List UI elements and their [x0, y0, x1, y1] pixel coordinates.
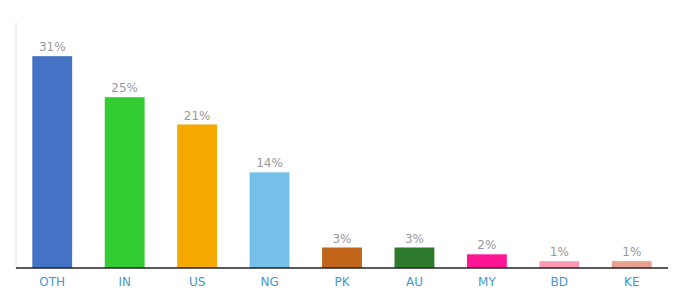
y-axis-line — [16, 22, 17, 268]
bar — [322, 248, 362, 269]
bars — [32, 56, 651, 268]
bar — [105, 97, 145, 268]
x-tick-label: PK — [334, 275, 350, 289]
chart-container: 31% 25% 21% 14% 3% 3% 2% 1% 1% OTH IN US NG PK AU MY BD K… — [0, 0, 680, 300]
x-tick-label: BD — [551, 275, 568, 289]
data-label: 14% — [256, 156, 283, 170]
data-label: 1% — [550, 245, 569, 259]
chart-svg: 31% 25% 21% 14% 3% 3% 2% 1% 1% OTH IN US NG PK AU MY BD K… — [0, 0, 680, 300]
bar — [177, 125, 217, 269]
x-tick-label: KE — [624, 275, 639, 289]
x-axis-line — [16, 267, 668, 269]
x-tick-label: AU — [406, 275, 423, 289]
bar — [612, 261, 652, 268]
x-tick-label: IN — [118, 275, 131, 289]
x-tick-label: NG — [260, 275, 278, 289]
bar — [539, 261, 579, 268]
data-label: 3% — [332, 232, 351, 246]
data-label: 3% — [405, 232, 424, 246]
data-label: 2% — [477, 238, 496, 252]
x-tick-label: OTH — [39, 275, 65, 289]
data-label: 31% — [39, 40, 66, 54]
bar — [250, 172, 290, 268]
data-label: 1% — [622, 245, 641, 259]
data-label: 25% — [111, 81, 138, 95]
bar — [32, 56, 72, 268]
bar — [395, 248, 435, 269]
x-tick-label: MY — [478, 275, 496, 289]
x-tick-label: US — [189, 275, 205, 289]
bar — [467, 254, 507, 268]
data-label: 21% — [184, 109, 211, 123]
